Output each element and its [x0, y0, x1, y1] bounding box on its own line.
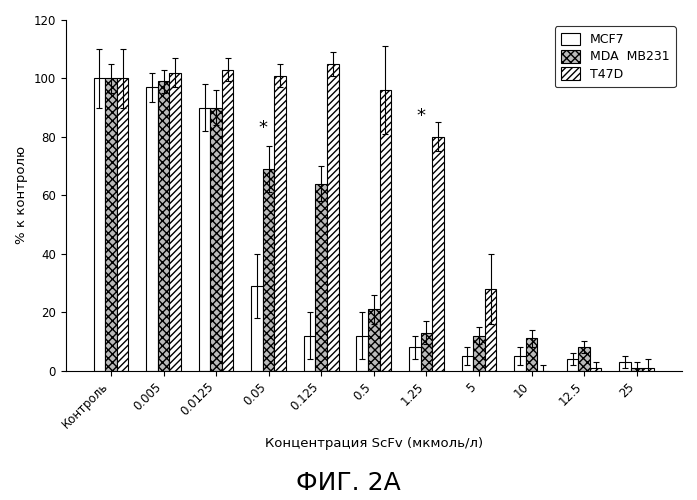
Bar [316, 184, 327, 370]
Bar [484, 289, 496, 370]
Bar [263, 169, 275, 370]
Bar [304, 336, 316, 370]
Bar [567, 359, 579, 370]
Bar [380, 90, 391, 370]
Legend: MCF7, MDA  MB231, T47D: MCF7, MDA MB231, T47D [555, 26, 676, 87]
Bar [199, 108, 210, 370]
Bar [620, 362, 631, 370]
Bar [93, 78, 105, 370]
Text: *: * [259, 119, 268, 137]
Bar [526, 338, 537, 370]
Bar [210, 108, 222, 370]
Bar [473, 336, 484, 370]
Bar [105, 78, 117, 370]
Bar [461, 356, 473, 370]
Bar [579, 348, 590, 370]
Bar [631, 368, 643, 370]
Bar [643, 368, 654, 370]
Bar [222, 70, 233, 370]
Y-axis label: % к контролю: % к контролю [15, 146, 28, 244]
Bar [432, 137, 444, 370]
Bar [169, 72, 181, 370]
Bar [158, 82, 169, 370]
Bar [368, 310, 380, 370]
Text: *: * [416, 107, 425, 125]
Bar [117, 78, 128, 370]
X-axis label: Концентрация ScFv (мкмоль/л): Концентрация ScFv (мкмоль/л) [265, 437, 483, 450]
Bar [252, 286, 263, 370]
Text: ФИГ. 2А: ФИГ. 2А [296, 471, 401, 495]
Bar [409, 348, 420, 370]
Bar [356, 336, 368, 370]
Bar [590, 368, 602, 370]
Bar [275, 76, 286, 370]
Bar [146, 87, 158, 370]
Bar [420, 332, 432, 370]
Bar [327, 64, 339, 370]
Bar [514, 356, 526, 370]
